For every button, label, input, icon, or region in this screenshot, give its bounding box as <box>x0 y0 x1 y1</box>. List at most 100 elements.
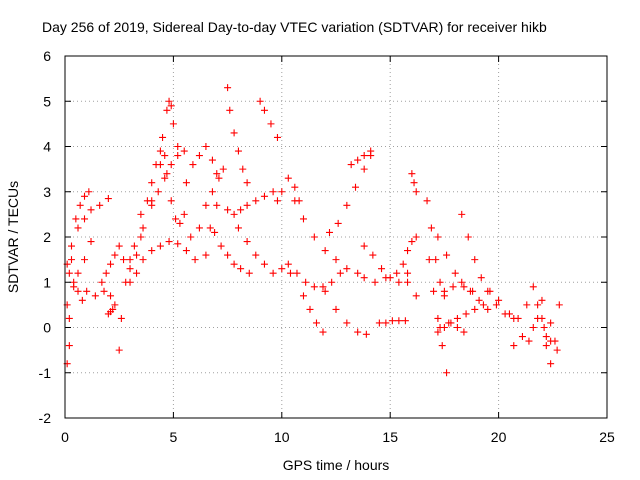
series-s35 <box>434 233 477 295</box>
data-point <box>161 152 169 160</box>
data-point <box>180 210 188 218</box>
data-point <box>343 201 351 209</box>
data-point <box>68 242 76 250</box>
data-point <box>321 247 329 255</box>
series-s34 <box>425 256 451 377</box>
data-point <box>182 179 190 187</box>
data-point <box>163 170 171 178</box>
y-tick-label: 0 <box>43 320 51 336</box>
data-point <box>325 228 333 236</box>
data-point <box>81 215 89 223</box>
data-point <box>191 256 199 264</box>
data-point <box>360 152 368 160</box>
y-tick-label: 5 <box>43 93 51 109</box>
series-s3 <box>65 269 115 304</box>
series-s9 <box>126 238 190 286</box>
data-point <box>133 269 141 277</box>
data-point <box>529 283 537 291</box>
chart-title: Day 256 of 2019, Sidereal Day-to-day VTE… <box>42 19 547 35</box>
x-tick-label: 25 <box>599 429 615 445</box>
data-point <box>211 228 219 236</box>
data-point <box>273 133 281 141</box>
data-point <box>120 256 128 264</box>
data-point <box>102 269 110 277</box>
data-point <box>74 287 82 295</box>
series-s39 <box>434 319 468 336</box>
data-point <box>475 296 483 304</box>
series-s44 <box>534 314 561 354</box>
data-point <box>443 369 451 377</box>
data-point <box>260 192 268 200</box>
data-point <box>115 346 123 354</box>
data-point <box>319 328 327 336</box>
data-point <box>460 328 468 336</box>
data-point <box>451 269 459 277</box>
data-point <box>388 317 396 325</box>
series-s21 <box>234 224 294 277</box>
x-tick-labels: 0 5 10 15 20 25 <box>61 429 615 445</box>
series-s19 <box>256 97 281 141</box>
data-point <box>230 129 238 137</box>
data-point <box>299 292 307 300</box>
data-point <box>534 301 542 309</box>
data-point <box>156 161 164 169</box>
data-point <box>510 342 518 350</box>
data-point <box>81 256 89 264</box>
y-tick-label: 2 <box>43 229 51 245</box>
data-point <box>360 274 368 282</box>
data-point <box>70 283 78 291</box>
data-point <box>206 224 214 232</box>
data-point <box>412 292 420 300</box>
data-point <box>278 188 286 196</box>
data-point <box>172 215 180 223</box>
data-point <box>321 287 329 295</box>
data-point <box>458 210 466 218</box>
data-point <box>273 197 281 205</box>
series-s28 <box>360 242 412 286</box>
data-point <box>310 233 318 241</box>
data-point <box>453 324 461 331</box>
series-s23 <box>291 197 362 277</box>
data-point <box>291 197 299 205</box>
data-point <box>284 174 292 182</box>
x-tick-label: 10 <box>274 429 290 445</box>
data-point <box>163 106 171 114</box>
x-tick-label: 0 <box>61 429 69 445</box>
data-point <box>404 269 412 277</box>
data-point <box>440 287 448 295</box>
y-tick-label: 3 <box>43 184 51 200</box>
data-point <box>195 224 203 232</box>
data-point <box>74 224 82 232</box>
data-point <box>523 301 531 309</box>
data-point <box>87 206 95 214</box>
data-point <box>399 260 407 268</box>
data-point <box>237 206 245 214</box>
series-s6 <box>98 251 119 286</box>
data-point <box>547 337 555 345</box>
y-tick-label: -2 <box>39 410 52 426</box>
data-point <box>224 251 232 259</box>
data-points <box>63 84 563 377</box>
data-point <box>83 287 91 295</box>
data-point <box>98 278 106 286</box>
data-point <box>237 265 245 273</box>
data-point <box>477 274 485 282</box>
series-s32 <box>408 170 420 196</box>
series-s26 <box>347 147 375 169</box>
data-point <box>434 314 442 322</box>
data-point <box>91 292 99 300</box>
series-s30 <box>360 269 420 300</box>
data-point <box>230 260 238 268</box>
data-point <box>139 224 147 232</box>
data-point <box>154 188 162 196</box>
series-s2 <box>63 195 112 268</box>
data-point <box>484 305 492 313</box>
data-point <box>109 305 117 313</box>
data-point <box>369 251 377 259</box>
data-point <box>161 174 169 182</box>
data-point <box>202 143 210 150</box>
data-point <box>291 183 299 191</box>
data-point <box>518 333 526 341</box>
data-point <box>174 143 182 150</box>
